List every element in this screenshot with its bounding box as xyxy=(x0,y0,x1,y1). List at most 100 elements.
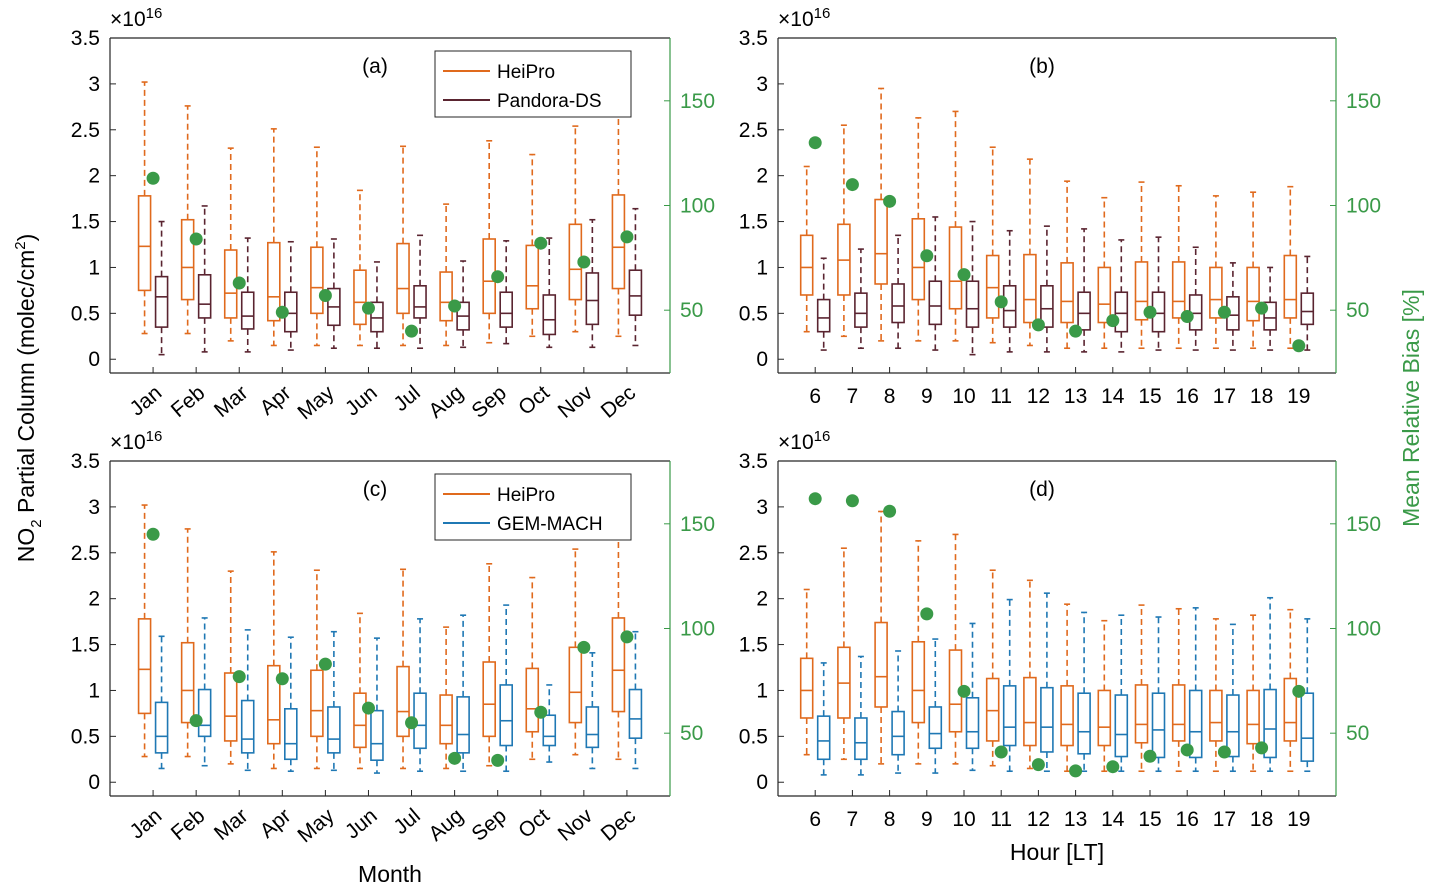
legend-label: HeiPro xyxy=(497,62,555,83)
box-iqr xyxy=(499,684,513,747)
box-iqr xyxy=(891,283,905,324)
box-iqr xyxy=(1060,685,1074,747)
bias-point xyxy=(1255,741,1269,755)
left-y-axis-label: NO2 Partial Column (molec/cm2) xyxy=(12,234,45,563)
box-iqr xyxy=(327,706,341,754)
y-tick-label: 1 xyxy=(88,679,100,702)
left-y-axis-label-rest: Partial Column (molec/cm xyxy=(13,250,39,520)
box-heipro xyxy=(1023,579,1037,770)
bias-point xyxy=(534,705,548,719)
x-tick-label: 7 xyxy=(847,808,859,831)
box-iqr xyxy=(240,291,255,330)
box-iqr xyxy=(1077,291,1091,331)
box-heipro xyxy=(1209,618,1223,773)
panel-label: (a) xyxy=(362,55,388,78)
box-heipro xyxy=(985,146,1000,344)
box-heipro xyxy=(1097,619,1112,773)
box-iqr xyxy=(874,198,888,285)
y2-tick-label: 150 xyxy=(1346,513,1381,536)
box-heipro xyxy=(874,87,888,342)
box-pandora-ds xyxy=(1188,246,1203,351)
box-heipro xyxy=(267,551,281,770)
box-iqr xyxy=(439,694,453,745)
x-tick-label: Feb xyxy=(167,804,210,845)
panel-c: 0 0.5 1 1.5 2 2.5 3 3.5 50 100 150 ×1016 Jan Feb Mar Ap… xyxy=(71,428,715,887)
box-iqr xyxy=(985,254,1000,319)
box-heipro xyxy=(911,540,926,765)
box-iqr xyxy=(542,714,557,747)
panel-label: (b) xyxy=(1029,55,1055,78)
box-iqr xyxy=(948,226,963,310)
box-gem-mach xyxy=(1002,598,1017,773)
y-tick-label: 3 xyxy=(756,73,768,96)
bias-point xyxy=(883,504,897,518)
y2-tick-label: 100 xyxy=(1346,195,1381,218)
x-tick-label: Jan xyxy=(126,804,167,843)
x-tick-label: 7 xyxy=(847,385,859,408)
box-heipro xyxy=(568,548,583,756)
box-iqr xyxy=(611,617,626,713)
box-heipro xyxy=(223,570,238,765)
left-y-axis-label-main: NO xyxy=(13,528,39,563)
box-iqr xyxy=(1134,684,1149,744)
box-heipro xyxy=(1134,604,1149,773)
bias-point xyxy=(957,268,971,282)
bias-point xyxy=(808,136,822,150)
box-pandora-ds xyxy=(1300,255,1315,351)
x-tick-label: Feb xyxy=(167,381,210,422)
box-iqr xyxy=(1023,676,1037,747)
box-heipro xyxy=(1060,180,1074,350)
bias-point xyxy=(1106,314,1120,328)
box-heipro xyxy=(985,569,1000,767)
bias-point xyxy=(620,630,634,644)
x-tick-label: 10 xyxy=(952,385,975,408)
box-gem-mach xyxy=(816,662,831,776)
y-exponent-label: ×1016 xyxy=(778,5,830,31)
x-tick-label: Jun xyxy=(341,804,382,843)
box-iqr xyxy=(928,706,943,750)
y2-tick-label: 150 xyxy=(680,90,715,113)
box-iqr xyxy=(1097,266,1112,324)
box-iqr xyxy=(1188,689,1203,759)
box-pandora-ds xyxy=(413,234,427,350)
bias-point xyxy=(1292,339,1306,353)
bias-point xyxy=(275,305,289,319)
box-heipro xyxy=(837,547,851,761)
box-iqr xyxy=(197,273,212,319)
box-iqr xyxy=(1283,677,1298,742)
left-y-axis-label-sub: 2 xyxy=(28,519,45,527)
y-tick-label: 3.5 xyxy=(739,450,768,473)
box-iqr xyxy=(1097,689,1112,747)
y2-tick-label: 100 xyxy=(680,195,715,218)
x-tick-label: 16 xyxy=(1176,808,1199,831)
box-heipro xyxy=(799,588,814,756)
bias-point xyxy=(620,230,634,244)
box-heipro xyxy=(525,576,540,761)
box-heipro xyxy=(439,203,453,347)
box-heipro xyxy=(482,139,496,344)
x-tick-label: 17 xyxy=(1213,385,1236,408)
x-tick-label: 19 xyxy=(1287,385,1310,408)
box-iqr xyxy=(816,715,831,761)
bias-point xyxy=(1180,309,1194,323)
bias-point xyxy=(994,295,1008,309)
x-tick-label: Mar xyxy=(210,381,252,422)
x-tick-label: Aug xyxy=(424,804,467,846)
box-iqr xyxy=(1283,254,1298,319)
x-tick-label: Jan xyxy=(126,381,167,420)
box-heipro xyxy=(568,125,583,333)
box-gem-mach xyxy=(413,618,427,773)
x-axis-label: Hour [LT] xyxy=(1010,839,1104,865)
box-pandora-ds xyxy=(284,240,298,351)
y2-tick-label: 150 xyxy=(1346,90,1381,113)
x-tick-label: Nov xyxy=(554,804,598,846)
box-gem-mach xyxy=(284,636,298,773)
box-heipro xyxy=(1171,184,1186,350)
bias-point xyxy=(920,607,934,621)
box-heipro xyxy=(310,569,324,770)
box-pandora-ds xyxy=(928,216,943,351)
box-iqr xyxy=(874,621,888,708)
bias-point xyxy=(146,171,160,185)
box-gem-mach xyxy=(1300,618,1315,773)
box-heipro xyxy=(1060,603,1074,773)
